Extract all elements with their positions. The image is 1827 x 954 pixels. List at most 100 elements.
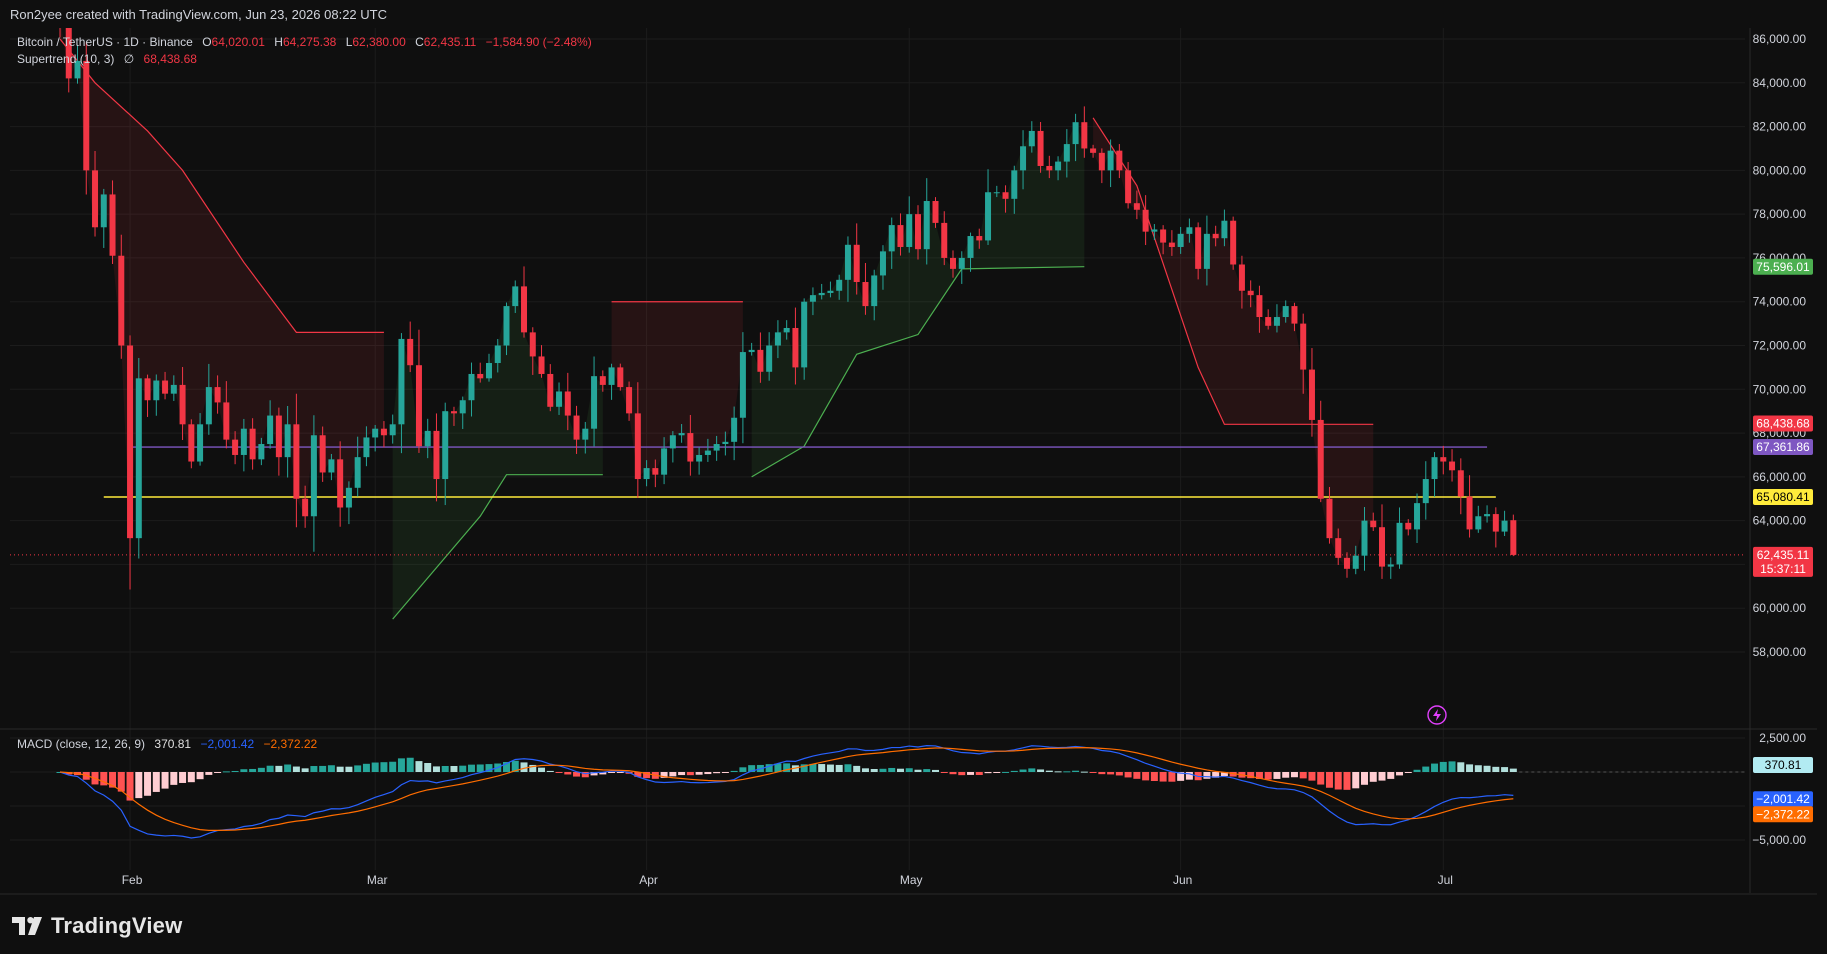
candle-body: [757, 349, 764, 372]
candle-body: [477, 373, 484, 379]
alert-icon[interactable]: [1427, 705, 1447, 725]
macd-axis[interactable]: 2,500.00 −5,000.00: [1752, 731, 1806, 847]
candle-body: [538, 356, 545, 374]
macd-hist-bar: [774, 763, 782, 772]
price-tick-label: 80,000.00: [1753, 163, 1807, 177]
macd-hist-bar: [599, 772, 607, 775]
candle-body: [582, 428, 589, 440]
macd-pane: [56, 745, 1745, 839]
supertrend-flag: ∅: [123, 52, 135, 66]
candle-body: [1098, 152, 1105, 171]
macd-hist-bar: [1133, 772, 1141, 779]
macd-hist-bar: [450, 766, 458, 772]
candle-body: [809, 295, 816, 302]
macd-hist-bar: [1159, 772, 1167, 782]
macd-hist-bar: [257, 767, 265, 772]
macd-hist-bar: [870, 768, 878, 772]
macd-hist-bar: [1229, 772, 1237, 777]
candle-body: [871, 275, 878, 307]
macd-hist-tag-bg: [1753, 756, 1813, 773]
candle-body: [197, 424, 204, 462]
candle-body: [1457, 470, 1464, 497]
candle-body: [302, 498, 309, 517]
candle-body: [722, 441, 729, 445]
candle-body: [766, 345, 773, 372]
candle-body: [914, 214, 921, 250]
time-tick-label: Feb: [122, 873, 143, 887]
macd-legend[interactable]: MACD (close, 12, 26, 9) 370.81 −2,001.42…: [17, 737, 317, 751]
macd-hist-bar: [721, 772, 729, 773]
macd-hist-bar: [616, 772, 624, 773]
candle-body: [836, 279, 843, 291]
macd-hist-bar: [126, 772, 134, 801]
candle-body: [669, 435, 676, 449]
macd-hist-bar: [1098, 772, 1106, 775]
macd-hist-bar: [1010, 770, 1018, 772]
candle-body: [284, 424, 291, 458]
macd-hist-bar: [1142, 772, 1150, 781]
macd-hist-bar: [1115, 772, 1123, 776]
candle-body: [249, 428, 256, 460]
candle-body: [1414, 503, 1421, 530]
macd-hist-bar: [984, 772, 992, 774]
candle-body: [643, 468, 650, 480]
time-axis[interactable]: Feb Mar Apr May Jun Jul: [122, 873, 1453, 887]
symbol-legend[interactable]: Bitcoin / TetherUS · 1D · Binance O64,02…: [17, 35, 592, 49]
candle-body: [240, 428, 247, 455]
candle-body: [897, 225, 904, 247]
macd-line-tag: −2,001.42: [1756, 792, 1810, 806]
candle-body: [985, 192, 992, 241]
macd-hist-bar: [704, 772, 712, 775]
candle-body: [1440, 457, 1447, 462]
last-price-tag-bg: [1753, 546, 1813, 577]
macd-hist-bar: [1413, 769, 1421, 772]
candle-body: [1160, 229, 1167, 243]
candle-body: [783, 327, 790, 333]
high-label: H: [274, 35, 283, 49]
candle-body: [801, 301, 808, 368]
candle-body: [827, 290, 834, 293]
macd-hist-bar: [748, 765, 756, 772]
macd-hist-bar: [546, 770, 554, 772]
macd-hist-tag: 370.81: [1765, 758, 1802, 772]
candle-body: [1011, 170, 1018, 199]
top-bar: Ron2yee created with TradingView.com, Ju…: [0, 0, 1827, 28]
candle-body: [1090, 148, 1097, 153]
tradingview-logo-icon: [12, 917, 42, 935]
macd-hist-bar: [511, 760, 519, 772]
macd-hist-bar: [231, 770, 239, 772]
macd-hist-bar: [1212, 772, 1220, 778]
candle-body: [485, 363, 492, 379]
macd-hist-bar: [695, 772, 703, 775]
macd-hist-bar: [327, 765, 335, 772]
time-tick-label: Jul: [1438, 873, 1453, 887]
candle-body: [267, 415, 274, 445]
macd-signal-tag: −2,372.22: [1756, 807, 1810, 821]
macd-hist-bar: [275, 765, 283, 772]
countdown-tag: 15:37:11: [1760, 562, 1806, 576]
macd-hist-bar: [590, 772, 598, 776]
candle-body: [573, 415, 580, 440]
macd-hist-bar: [1037, 769, 1045, 772]
macd-hist-bar: [179, 772, 187, 783]
macd-hist-bar: [975, 772, 983, 775]
macd-hist-bar: [432, 766, 440, 772]
candle-body: [1002, 192, 1009, 199]
tradingview-brand[interactable]: TradingView: [12, 913, 182, 939]
macd-hist-bar: [896, 768, 904, 772]
supertrend-legend[interactable]: Supertrend (10, 3) ∅ 68,438.68: [17, 52, 197, 66]
candle-body: [1492, 514, 1499, 532]
candle-body: [1501, 520, 1508, 532]
candle-body: [731, 417, 738, 442]
macd-hist-bar: [485, 764, 493, 772]
macd-hist-bar: [1343, 772, 1351, 790]
macd-hist-bar: [1492, 766, 1500, 772]
macd-hist-bar: [958, 772, 966, 776]
macd-hist-value: 370.81: [154, 737, 192, 751]
price-tick-label: 72,000.00: [1753, 339, 1807, 353]
price-chart[interactable]: 58,000.0060,000.0062,000.0064,000.0066,0…: [0, 0, 1827, 895]
candle-body: [92, 170, 99, 228]
macd-hist-bar: [397, 758, 405, 772]
close-label: C: [415, 35, 424, 49]
macd-hist-bar: [888, 767, 896, 772]
